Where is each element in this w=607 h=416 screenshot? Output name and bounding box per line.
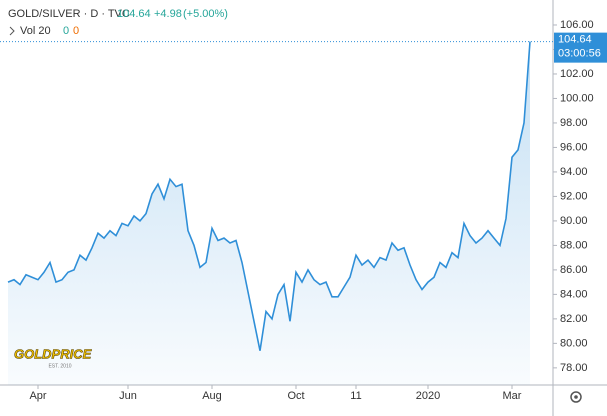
y-tick-label: 78.00 bbox=[560, 362, 588, 374]
logo-sub: EST. 2010 bbox=[48, 363, 71, 369]
settings-icon[interactable] bbox=[570, 391, 582, 403]
x-tick-label: Aug bbox=[202, 390, 222, 402]
volume-value: 0 bbox=[63, 25, 69, 37]
y-tick-label: 90.00 bbox=[560, 215, 588, 227]
y-tick-label: 100.00 bbox=[560, 92, 594, 104]
collapse-arrow[interactable] bbox=[9, 26, 15, 36]
change-pct: (+5.00%) bbox=[183, 8, 228, 20]
y-tick-label: 88.00 bbox=[560, 239, 588, 251]
volume-value: 0 bbox=[73, 25, 79, 37]
y-tick-label: 98.00 bbox=[560, 117, 588, 129]
y-tick-label: 86.00 bbox=[560, 264, 588, 276]
gear-center[interactable] bbox=[574, 395, 578, 399]
x-tick-label: Apr bbox=[29, 390, 46, 402]
y-tick-label: 102.00 bbox=[560, 68, 594, 80]
symbol: GOLD/SILVER · D · TVC bbox=[8, 8, 130, 20]
y-tick-label: 94.00 bbox=[560, 166, 588, 178]
x-tick-label: Jun bbox=[119, 390, 137, 402]
y-tick-label: 80.00 bbox=[560, 337, 588, 349]
y-tick-label: 106.00 bbox=[560, 19, 594, 31]
countdown: 03:00:56 bbox=[558, 48, 601, 60]
x-tick-label: 2020 bbox=[416, 390, 440, 402]
y-tick-label: 92.00 bbox=[560, 190, 588, 202]
x-tick-label: Oct bbox=[287, 390, 304, 402]
x-tick-label: Mar bbox=[503, 390, 522, 402]
y-tick-label: 96.00 bbox=[560, 141, 588, 153]
gear[interactable] bbox=[570, 391, 582, 403]
last-price: 104.64 bbox=[117, 8, 151, 20]
x-tick-label: 11 bbox=[350, 390, 361, 402]
y-tick-label: 82.00 bbox=[560, 313, 588, 325]
line bbox=[7, 41, 531, 351]
change: +4.98 bbox=[154, 8, 182, 20]
logo-text: GOLDPRICE bbox=[14, 346, 92, 361]
logo: GOLDPRICE EST. 2010 bbox=[14, 346, 92, 369]
volume-label: Vol 20 bbox=[20, 25, 51, 37]
y-tick-label: 84.00 bbox=[560, 288, 588, 300]
last-price-box bbox=[554, 32, 607, 63]
last-price-label: 104.64 bbox=[558, 34, 592, 46]
area bbox=[8, 41, 530, 385]
